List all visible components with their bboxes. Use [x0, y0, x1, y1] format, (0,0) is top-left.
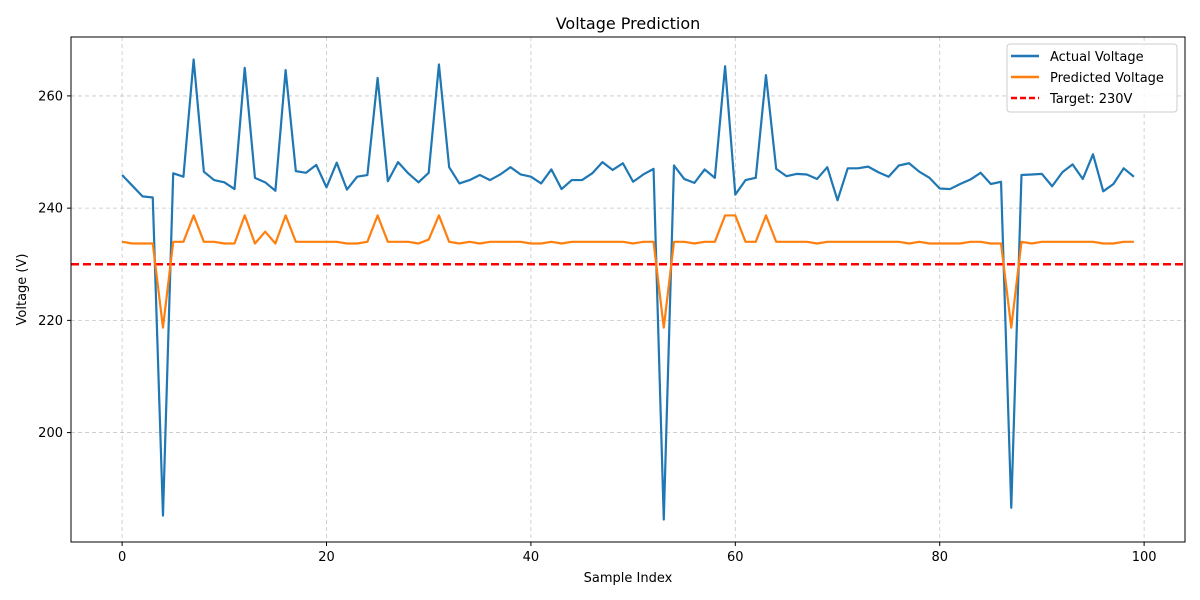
x-tick-label: 20: [318, 550, 335, 565]
legend-actual-voltage-label: Actual Voltage: [1050, 50, 1144, 65]
x-tick-label: 100: [1132, 550, 1157, 565]
y-tick-label: 220: [38, 314, 63, 329]
grid-layer: [71, 37, 1185, 542]
legend-predicted-voltage-label: Predicted Voltage: [1050, 71, 1164, 86]
y-tick-label: 240: [38, 202, 63, 217]
x-tick-label: 0: [118, 550, 126, 565]
y-tick-label: 260: [38, 89, 63, 104]
y-axis-label: Voltage (V): [15, 254, 30, 326]
legend: Actual Voltage Predicted Voltage Target: 2…: [1006, 43, 1178, 113]
y-tick-label: 200: [38, 426, 63, 441]
tick-layer: 0 20 40 60 80 100 200 220 240 260: [38, 89, 1156, 565]
x-axis-label: Sample Index: [584, 571, 673, 586]
chart-title: Voltage Prediction: [556, 14, 701, 33]
x-tick-label: 40: [523, 550, 540, 565]
x-tick-label: 60: [727, 550, 744, 565]
actual-voltage-line: [121, 58, 1135, 521]
series-layer: [121, 58, 1135, 521]
legend-box: [1006, 43, 1178, 113]
plot-frame: [70, 36, 1186, 543]
x-tick-label: 80: [931, 550, 948, 565]
predicted-voltage-line: [121, 214, 1134, 329]
legend-target-label: Target: 230V: [1049, 92, 1133, 107]
